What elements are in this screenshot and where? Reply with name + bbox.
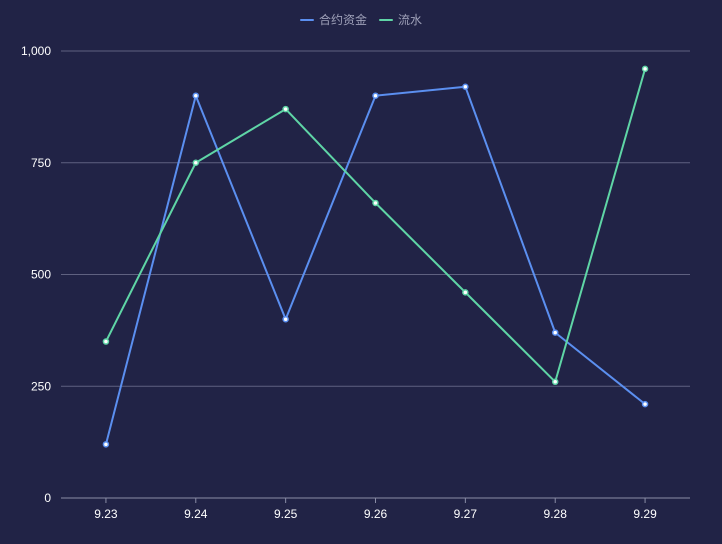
data-point-series-1[interactable] bbox=[102, 338, 110, 345]
legend-item-series-0[interactable]: 合约资金 bbox=[299, 11, 367, 28]
data-point-series-0[interactable] bbox=[372, 92, 379, 99]
legend-label: 合约资金 bbox=[318, 13, 367, 27]
data-point-series-1[interactable] bbox=[641, 65, 649, 73]
legend-swatch bbox=[379, 18, 393, 21]
y-tick-label: 750 bbox=[31, 156, 51, 170]
x-tick-label: 9.23 bbox=[94, 507, 118, 521]
x-tick-label: 9.29 bbox=[633, 507, 657, 521]
legend: 合约资金 流水 bbox=[0, 11, 722, 28]
data-point-series-0[interactable] bbox=[192, 92, 200, 99]
y-tick-label: 1,000 bbox=[21, 44, 51, 58]
data-point-series-0[interactable] bbox=[282, 315, 289, 323]
data-point-series-0[interactable] bbox=[551, 329, 559, 336]
y-tick-label: 0 bbox=[44, 491, 51, 505]
legend-label: 流水 bbox=[398, 13, 423, 27]
data-point-series-1[interactable] bbox=[372, 199, 379, 207]
x-tick-label: 9.28 bbox=[544, 507, 568, 521]
data-point-series-0[interactable] bbox=[102, 441, 110, 448]
series-line-1 bbox=[105, 68, 647, 383]
series-line-0 bbox=[104, 85, 646, 445]
legend-swatch bbox=[299, 18, 314, 21]
data-point-series-1[interactable] bbox=[282, 105, 289, 113]
data-point-series-0[interactable] bbox=[641, 400, 649, 408]
x-tick-label: 9.25 bbox=[274, 507, 298, 521]
x-tick-label: 9.24 bbox=[184, 507, 208, 521]
y-tick-label: 250 bbox=[31, 379, 51, 393]
legend-item-series-1[interactable]: 流水 bbox=[379, 11, 422, 28]
x-tick-label: 9.26 bbox=[364, 507, 388, 521]
x-tick-label: 9.27 bbox=[454, 507, 478, 521]
data-point-series-1[interactable] bbox=[192, 159, 200, 166]
data-point-series-0[interactable] bbox=[462, 83, 469, 91]
data-point-series-1[interactable] bbox=[462, 289, 469, 296]
y-tick-label: 500 bbox=[31, 268, 51, 282]
data-point-series-1[interactable] bbox=[551, 378, 559, 386]
